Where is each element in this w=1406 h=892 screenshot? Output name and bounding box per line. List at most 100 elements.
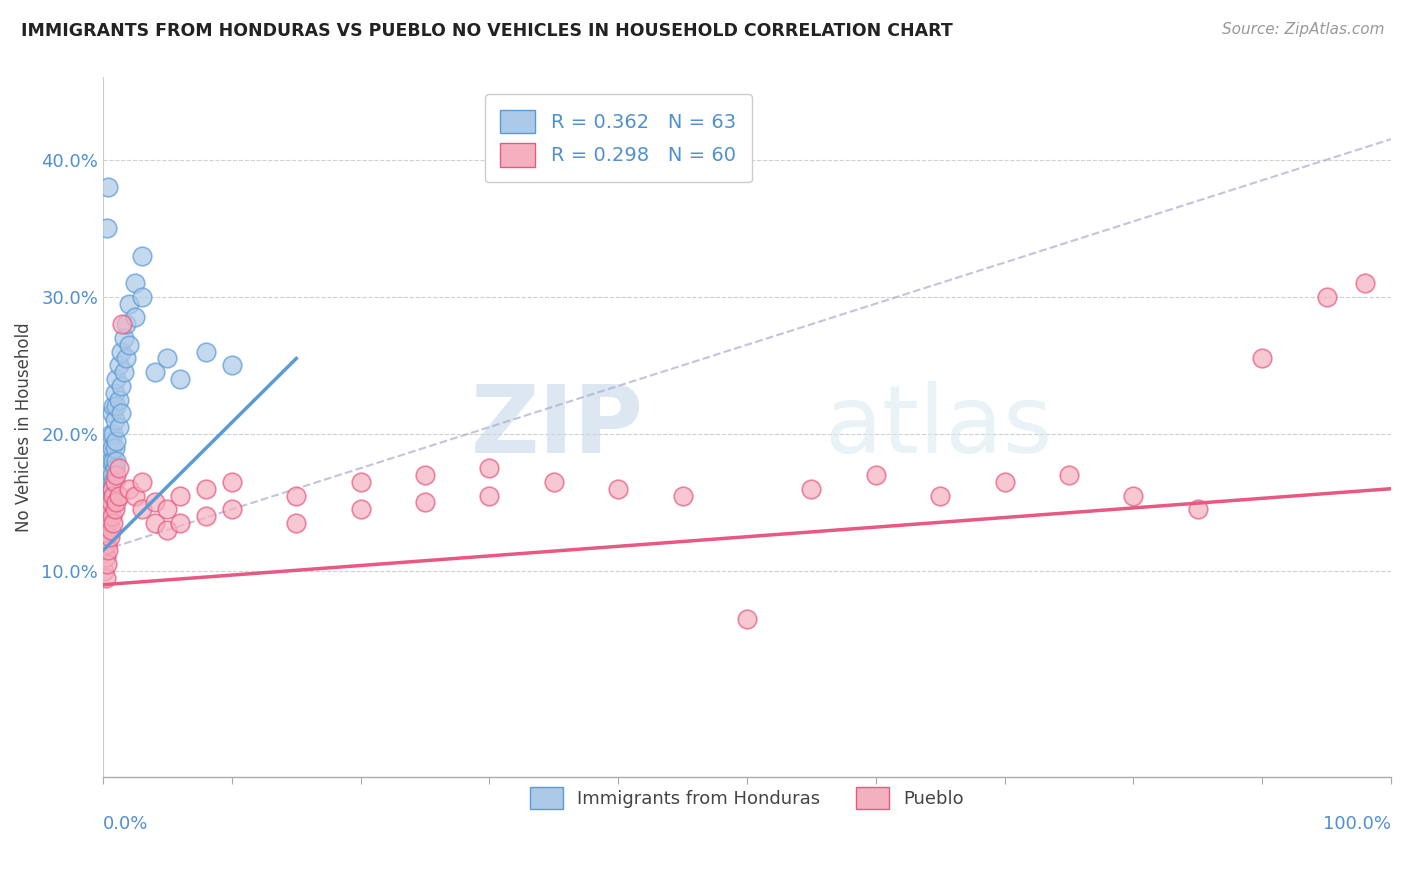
Point bbox=[1316, 290, 1339, 304]
Point bbox=[104, 441, 127, 455]
Point bbox=[143, 516, 166, 530]
Point bbox=[1122, 489, 1144, 503]
Point bbox=[104, 400, 127, 414]
Point bbox=[93, 536, 115, 550]
Point bbox=[100, 495, 122, 509]
Point bbox=[100, 475, 122, 489]
Point bbox=[97, 509, 120, 524]
Point bbox=[103, 489, 125, 503]
Point bbox=[110, 379, 132, 393]
Point bbox=[104, 475, 127, 489]
Point bbox=[929, 489, 952, 503]
Point bbox=[96, 461, 118, 475]
Point bbox=[672, 489, 695, 503]
Point bbox=[103, 454, 125, 468]
Point bbox=[478, 489, 501, 503]
Point bbox=[112, 331, 135, 345]
Point bbox=[143, 365, 166, 379]
Point bbox=[103, 475, 125, 489]
Point bbox=[96, 221, 118, 235]
Point bbox=[543, 475, 565, 489]
Point bbox=[101, 406, 124, 420]
Text: ZIP: ZIP bbox=[471, 381, 644, 473]
Point bbox=[97, 468, 120, 483]
Point bbox=[96, 502, 118, 516]
Point bbox=[93, 523, 115, 537]
Legend: Immigrants from Honduras, Pueblo: Immigrants from Honduras, Pueblo bbox=[523, 780, 972, 816]
Point bbox=[97, 447, 120, 461]
Point bbox=[104, 434, 127, 448]
Point bbox=[221, 502, 243, 516]
Point bbox=[607, 482, 630, 496]
Text: 100.0%: 100.0% bbox=[1323, 815, 1391, 833]
Point bbox=[94, 475, 117, 489]
Point bbox=[101, 468, 124, 483]
Point bbox=[97, 516, 120, 530]
Point bbox=[98, 502, 121, 516]
Point bbox=[169, 489, 191, 503]
Point bbox=[221, 475, 243, 489]
Point bbox=[93, 543, 115, 558]
Point bbox=[994, 475, 1017, 489]
Point bbox=[103, 426, 125, 441]
Point bbox=[124, 489, 146, 503]
Point bbox=[94, 509, 117, 524]
Point bbox=[285, 489, 308, 503]
Point bbox=[195, 509, 218, 524]
Point bbox=[96, 516, 118, 530]
Point bbox=[94, 495, 117, 509]
Point bbox=[93, 523, 115, 537]
Point bbox=[350, 502, 373, 516]
Point bbox=[104, 385, 127, 400]
Point bbox=[101, 441, 124, 455]
Point bbox=[735, 612, 758, 626]
Point bbox=[96, 509, 118, 524]
Point bbox=[96, 557, 118, 571]
Point bbox=[124, 276, 146, 290]
Point bbox=[101, 509, 124, 524]
Point bbox=[156, 351, 179, 366]
Y-axis label: No Vehicles in Household: No Vehicles in Household bbox=[15, 322, 32, 532]
Point bbox=[169, 516, 191, 530]
Point bbox=[101, 482, 124, 496]
Text: 0.0%: 0.0% bbox=[103, 815, 149, 833]
Point bbox=[93, 564, 115, 578]
Point bbox=[97, 180, 120, 194]
Point bbox=[478, 461, 501, 475]
Point bbox=[413, 468, 436, 483]
Point bbox=[93, 489, 115, 503]
Point bbox=[115, 351, 138, 366]
Point bbox=[100, 426, 122, 441]
Point bbox=[1251, 351, 1274, 366]
Point bbox=[110, 406, 132, 420]
Point bbox=[94, 550, 117, 565]
Point bbox=[118, 338, 141, 352]
Point bbox=[98, 530, 121, 544]
Point bbox=[107, 461, 129, 475]
Point bbox=[156, 502, 179, 516]
Point bbox=[104, 468, 127, 483]
Text: IMMIGRANTS FROM HONDURAS VS PUEBLO NO VEHICLES IN HOUSEHOLD CORRELATION CHART: IMMIGRANTS FROM HONDURAS VS PUEBLO NO VE… bbox=[21, 22, 953, 40]
Point bbox=[100, 454, 122, 468]
Point bbox=[104, 454, 127, 468]
Point bbox=[131, 290, 153, 304]
Point bbox=[107, 392, 129, 407]
Point bbox=[94, 530, 117, 544]
Point bbox=[101, 482, 124, 496]
Text: atlas: atlas bbox=[824, 381, 1053, 473]
Point bbox=[156, 523, 179, 537]
Point bbox=[96, 536, 118, 550]
Point bbox=[111, 317, 134, 331]
Point bbox=[98, 482, 121, 496]
Point bbox=[103, 516, 125, 530]
Point bbox=[1057, 468, 1080, 483]
Point bbox=[800, 482, 823, 496]
Point bbox=[131, 249, 153, 263]
Point bbox=[865, 468, 887, 483]
Point bbox=[107, 489, 129, 503]
Point bbox=[285, 516, 308, 530]
Point bbox=[97, 543, 120, 558]
Point bbox=[169, 372, 191, 386]
Point bbox=[143, 495, 166, 509]
Point bbox=[94, 530, 117, 544]
